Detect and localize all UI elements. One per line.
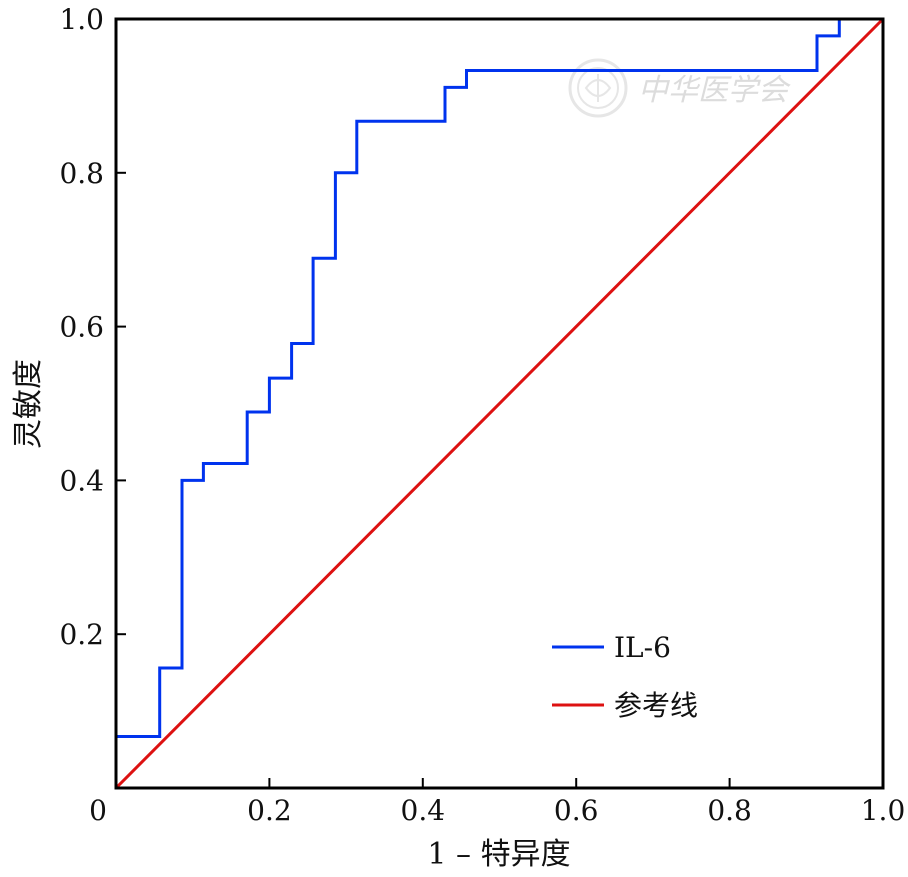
x-tick-label: 0.2 (247, 794, 292, 827)
plot-lines (114, 17, 885, 790)
x-tick-label: 1.0 (861, 794, 906, 827)
series-line-il6 (116, 17, 883, 738)
watermark-text: 中华医学会 (638, 73, 791, 108)
y-tick-label: 0.4 (59, 464, 104, 497)
legend: IL-6 参考线 (552, 631, 698, 722)
ticks: 0 0.2 0.4 0.6 0.8 1.0 0.2 0.4 0.6 0.8 1.0 (59, 3, 905, 827)
x-tick-label: 0.4 (401, 794, 446, 827)
y-tick-label: 0.2 (59, 618, 104, 651)
legend-label-reference: 参考线 (614, 689, 698, 722)
series-line-reference (114, 17, 885, 790)
x-tick-label: 0.8 (707, 794, 752, 827)
plot-frame (114, 17, 885, 790)
legend-label-il6: IL-6 (614, 631, 671, 664)
x-tick-label: 0.6 (554, 794, 599, 827)
y-tick-label: 0.6 (59, 311, 104, 344)
y-tick-label: 1.0 (59, 3, 104, 36)
y-axis-label: 灵敏度 (11, 359, 46, 449)
society-seal-icon (568, 58, 628, 118)
y-tick-label: 0.8 (59, 157, 104, 190)
x-tick-label: 0 (89, 794, 107, 827)
x-axis-label: 1 – 特异度 (427, 837, 570, 872)
watermark: 中华医学会 (568, 58, 791, 118)
